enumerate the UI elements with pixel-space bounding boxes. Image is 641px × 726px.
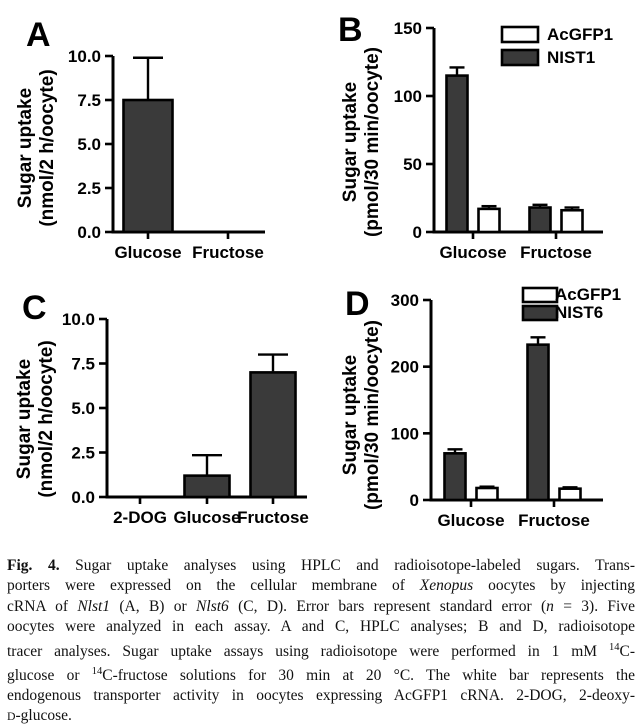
y-tick-label: 2.5 [77,179,101,198]
legend-label: NIST1 [547,48,595,67]
bar [558,487,582,502]
panel-d-chart: 0 100 200 300 Glucose Fructose D Sugar uptake (p… [340,285,621,530]
bar [443,452,467,502]
caption-line: cRNA of Nlst1 (A, B) or Nlst6 (C, D). Er… [7,597,635,617]
caption-line: oocytes were analyzed in each assay. A a… [7,617,635,637]
category-label: Fructose [518,511,590,530]
caption-text-segment: D [7,710,16,724]
category-label: Fructose [520,243,592,262]
caption-text-segment: Fig. 4. [7,557,60,574]
y-axis-label: (pmol/30 min/oocyte) [362,320,383,510]
y-axis-label: Sugar uptake [14,359,35,479]
category-label: Glucose [173,508,240,527]
caption-text-segment: porters were expressed on the cellular m… [7,577,420,595]
y-tick-label: 200 [391,358,419,377]
y-tick-label: 0 [410,491,419,510]
caption-line: D-glucose. [7,706,635,726]
caption-text-segment: -glucose. [15,707,72,725]
bar [445,74,469,234]
y-tick-label: 10.0 [68,47,101,66]
y-tick-label: 300 [391,291,419,310]
y-axis-label: Sugar uptake [340,355,361,475]
y-tick-label: 100 [391,424,419,443]
bar [122,98,174,234]
figure-4: 0.0 2.5 5.0 7.5 10.0 Glucose Fructose A Sugar up… [14,11,621,530]
caption-line: Fig. 4. Sugar uptake analyses using HPLC… [7,556,635,576]
y-tick-label: 0.0 [71,488,95,507]
bar [560,208,584,234]
caption-text-segment: C-fructose solutions for 30 min at 20 °C… [102,666,635,684]
caption-line: tracer analyses. Sugar uptake assays usi… [7,638,635,662]
y-tick-label: 5.0 [77,135,101,154]
caption-text-segment: Nlst1 [77,597,111,615]
y-tick-label: 150 [394,19,422,38]
legend-swatch [521,286,559,304]
caption-text-segment: = 3). Five [553,597,635,615]
y-tick-label: 100 [394,87,422,106]
caption-text-segment: n [546,597,554,615]
caption-text-segment: C- [619,642,636,660]
panel-letter: D [345,285,370,323]
y-tick-label: 2.5 [71,444,95,463]
legend-label: NIST6 [555,303,603,322]
y-tick-label: 0.0 [77,223,101,242]
caption-text-segment: oocytes were analyzed in each assay. A a… [7,618,635,636]
category-label: 2-DOG [113,508,167,527]
caption-text-segment: glucose or [7,666,92,684]
caption-text-segment: tracer analyses. Sugar uptake assays usi… [7,642,609,660]
bar [183,474,231,499]
y-axis-label: (nmol/2 h/oocyte) [37,69,58,226]
panel-b-chart: 0 50 100 150 Glucose Fructose B Sugar uptake (pm… [338,11,613,262]
category-label: Fructose [192,243,264,262]
y-tick-label: 10.0 [62,310,95,329]
y-axis-label: Sugar uptake [15,88,36,208]
y-tick-label: 7.5 [71,355,95,374]
y-tick-label: 7.5 [77,91,101,110]
category-label: Fructose [237,508,309,527]
caption-line: porters were expressed on the cellular m… [7,576,635,596]
caption-text-segment: cRNA of [7,597,78,615]
caption-text-segment: (C, D). Error bars represent standard er… [228,597,547,615]
panel-letter: C [22,289,47,327]
panel-letter: B [338,11,363,49]
category-label: Glucose [437,511,504,530]
caption-text-segment: Sugar uptake analyses using HPLC and rad… [59,557,636,574]
caption-line: endogenous transporter activity in oocyt… [7,686,635,706]
category-label: Glucose [439,243,506,262]
bar [477,207,501,234]
caption-text-segment: 14 [608,641,620,653]
y-tick-label: 0 [413,223,422,242]
legend-label: AcGFP1 [555,285,621,304]
y-axis-label: Sugar uptake [340,82,361,202]
y-axis-label: (pmol/30 min/oocyte) [362,47,383,237]
y-axis-label: (nmol/2 h/oocyte) [36,340,57,497]
figure-caption: Fig. 4. Sugar uptake analyses using HPLC… [7,556,635,726]
bar [475,486,499,502]
y-tick-label: 50 [403,155,422,174]
panel-a-chart: 0.0 2.5 5.0 7.5 10.0 Glucose Fructose A Sugar up… [15,16,265,262]
bar [249,371,297,499]
caption-text-segment: 14 [91,665,103,677]
caption-line: glucose or 14C-fructose solutions for 30… [7,662,635,686]
caption-text-segment: oocytes by injecting [473,577,635,595]
panel-letter: A [26,16,51,54]
y-tick-label: 5.0 [71,399,95,418]
legend-swatch [500,25,540,44]
caption-text-segment: Xenopus [419,577,474,595]
legend-swatch [500,48,540,67]
bar [528,206,552,234]
caption-text-segment: endogenous transporter activity in oocyt… [7,687,635,705]
legend-swatch [521,304,559,322]
caption-text-segment: Nlst6 [196,597,229,615]
category-label: Glucose [114,243,181,262]
caption-text-segment: (A, B) or [110,597,197,615]
legend-label: AcGFP1 [547,25,613,44]
bar [526,343,550,502]
